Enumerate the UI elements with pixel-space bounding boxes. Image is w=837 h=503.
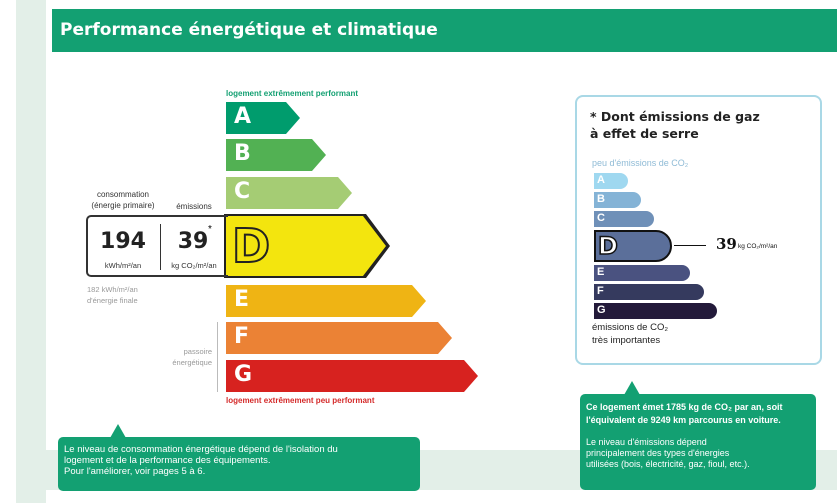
emissions-label: émissions <box>176 202 212 211</box>
ghg-class-b: B <box>594 192 641 208</box>
ghg-class-d: D <box>594 230 672 262</box>
scale-bottom-label: logement extrêmement peu performant <box>226 396 375 405</box>
ghg-class-e: E <box>594 265 690 281</box>
callout-ghg: Ce logement émet 1785 kg de CO₂ par an, … <box>580 394 816 490</box>
energy-class-d-letter: D <box>231 218 271 274</box>
callout-left-pointer <box>110 424 126 438</box>
callout-right-pointer <box>624 381 640 395</box>
energy-class-e: E <box>226 285 426 317</box>
emissions-unit: kg CO₂/m²/an <box>171 261 217 270</box>
page-margin <box>16 0 46 503</box>
scale-top-label: logement extrêmement performant <box>226 89 359 98</box>
passoire-label: passoire énergétique <box>172 347 212 367</box>
energy-class-b: B <box>226 139 326 171</box>
section-title: Performance énergétique et climatique <box>52 9 837 52</box>
ghg-unit: kg CO₂/m²/an <box>738 243 778 250</box>
final-energy: 182 kWh/m²/an d'énergie finale <box>87 285 138 305</box>
energy-class-f: F <box>226 322 452 354</box>
energy-class-c: C <box>226 177 352 209</box>
ghg-top-label: peu d'émissions de CO₂ <box>592 158 689 168</box>
consumption-unit: kWh/m²/an <box>104 261 142 270</box>
passoire-divider <box>217 322 218 392</box>
ghg-title: * Dont émissions de gaz à effet de serre <box>590 109 760 141</box>
ghg-pointer-line <box>674 245 706 246</box>
emissions-value: 39 <box>177 229 209 254</box>
ghg-class-c: C <box>594 211 654 227</box>
callout-energy: Le niveau de consommation énergétique dé… <box>58 437 420 491</box>
energy-class-d <box>226 216 386 276</box>
ghg-bottom-label: émissions de CO₂ très importantes <box>592 322 669 346</box>
consumption-label: consommation (énergie primaire) <box>91 190 155 210</box>
value-box <box>86 215 228 277</box>
energy-class-g: G <box>226 360 478 392</box>
ghg-class-g: G <box>594 303 717 319</box>
ghg-panel <box>575 95 822 365</box>
ghg-class-f: F <box>594 284 704 300</box>
ghg-class-a: A <box>594 173 628 189</box>
value-divider <box>160 224 161 270</box>
asterisk: * <box>208 224 212 235</box>
consumption-value: 194 <box>100 229 146 254</box>
ghg-value: 39 <box>716 235 737 253</box>
energy-class-a: A <box>226 102 300 134</box>
